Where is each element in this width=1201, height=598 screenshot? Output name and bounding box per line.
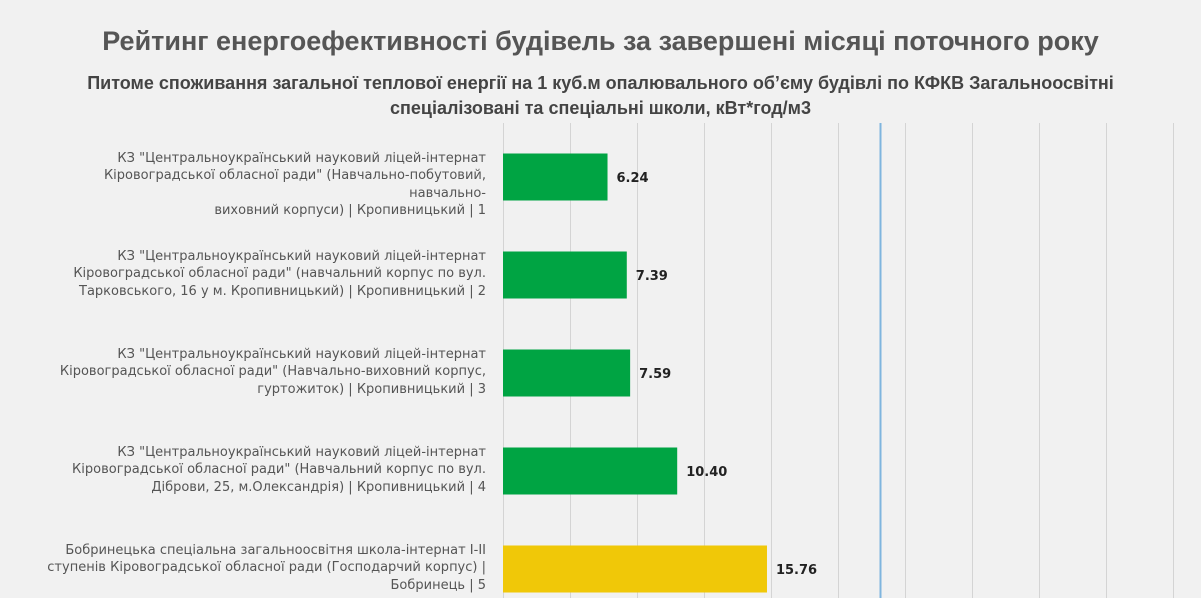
data-label: 10.40 [686,465,727,480]
category-label-line: Кіровоградської обласної ради" (Навчальн… [103,168,486,201]
category-label-line: виховний корпуси) | Кропивницький | 1 [214,203,486,219]
category-label-line: Тарковського, 16 у м. Кропивницький) | К… [79,283,486,299]
category-label-line: Кіровоградської обласної ради" (навчальн… [73,266,486,282]
data-label: 15.76 [776,563,817,578]
category-label-line: Бобринець | 5 [390,577,486,593]
category-label-line: КЗ "Центральноукраїнський науковий ліцей… [117,444,486,460]
category-label-line: КЗ "Центральноукраїнський науковий ліцей… [117,150,486,166]
category-label-line: Діброви, 25, м.Олександрія) | Кропивниць… [151,479,486,495]
category-label-line: КЗ "Центральноукраїнський науковий ліцей… [117,346,486,362]
category-label-line: гуртожиток) | Кропивницький | 3 [257,381,486,397]
category-label: КЗ "Центральноукраїнський науковий ліцей… [26,444,486,497]
bar [503,349,631,397]
data-label: 7.59 [639,367,671,382]
category-label-line: КЗ "Центральноукраїнський науковий ліцей… [117,248,486,264]
category-label: КЗ "Центральноукраїнський науковий ліцей… [26,346,486,399]
chart-title: Рейтинг енергоефективності будівель за з… [102,26,1099,56]
data-label: 7.39 [636,269,668,284]
category-label: КЗ "Центральноукраїнський науковий ліцей… [26,248,486,301]
bar [503,251,627,299]
category-label: Бобринецька спеціальна загальноосвітня ш… [26,542,486,595]
bar [503,447,678,495]
bar [503,153,608,201]
chart-subtitle: Питоме споживання загальної теплової ене… [87,73,1114,118]
category-label-line: Кіровоградської обласної ради" (Навчальн… [72,462,486,478]
category-label: КЗ "Центральноукраїнський науковий ліцей… [26,150,486,220]
category-label-line: ступенів Кіровоградської обласної ради (… [47,560,486,576]
bar [503,545,767,593]
category-label-line: Кіровоградської обласної ради" (Навчальн… [59,364,486,380]
data-label: 6.24 [617,171,649,186]
category-label-line: Бобринецька спеціальна загальноосвітня ш… [65,542,486,558]
